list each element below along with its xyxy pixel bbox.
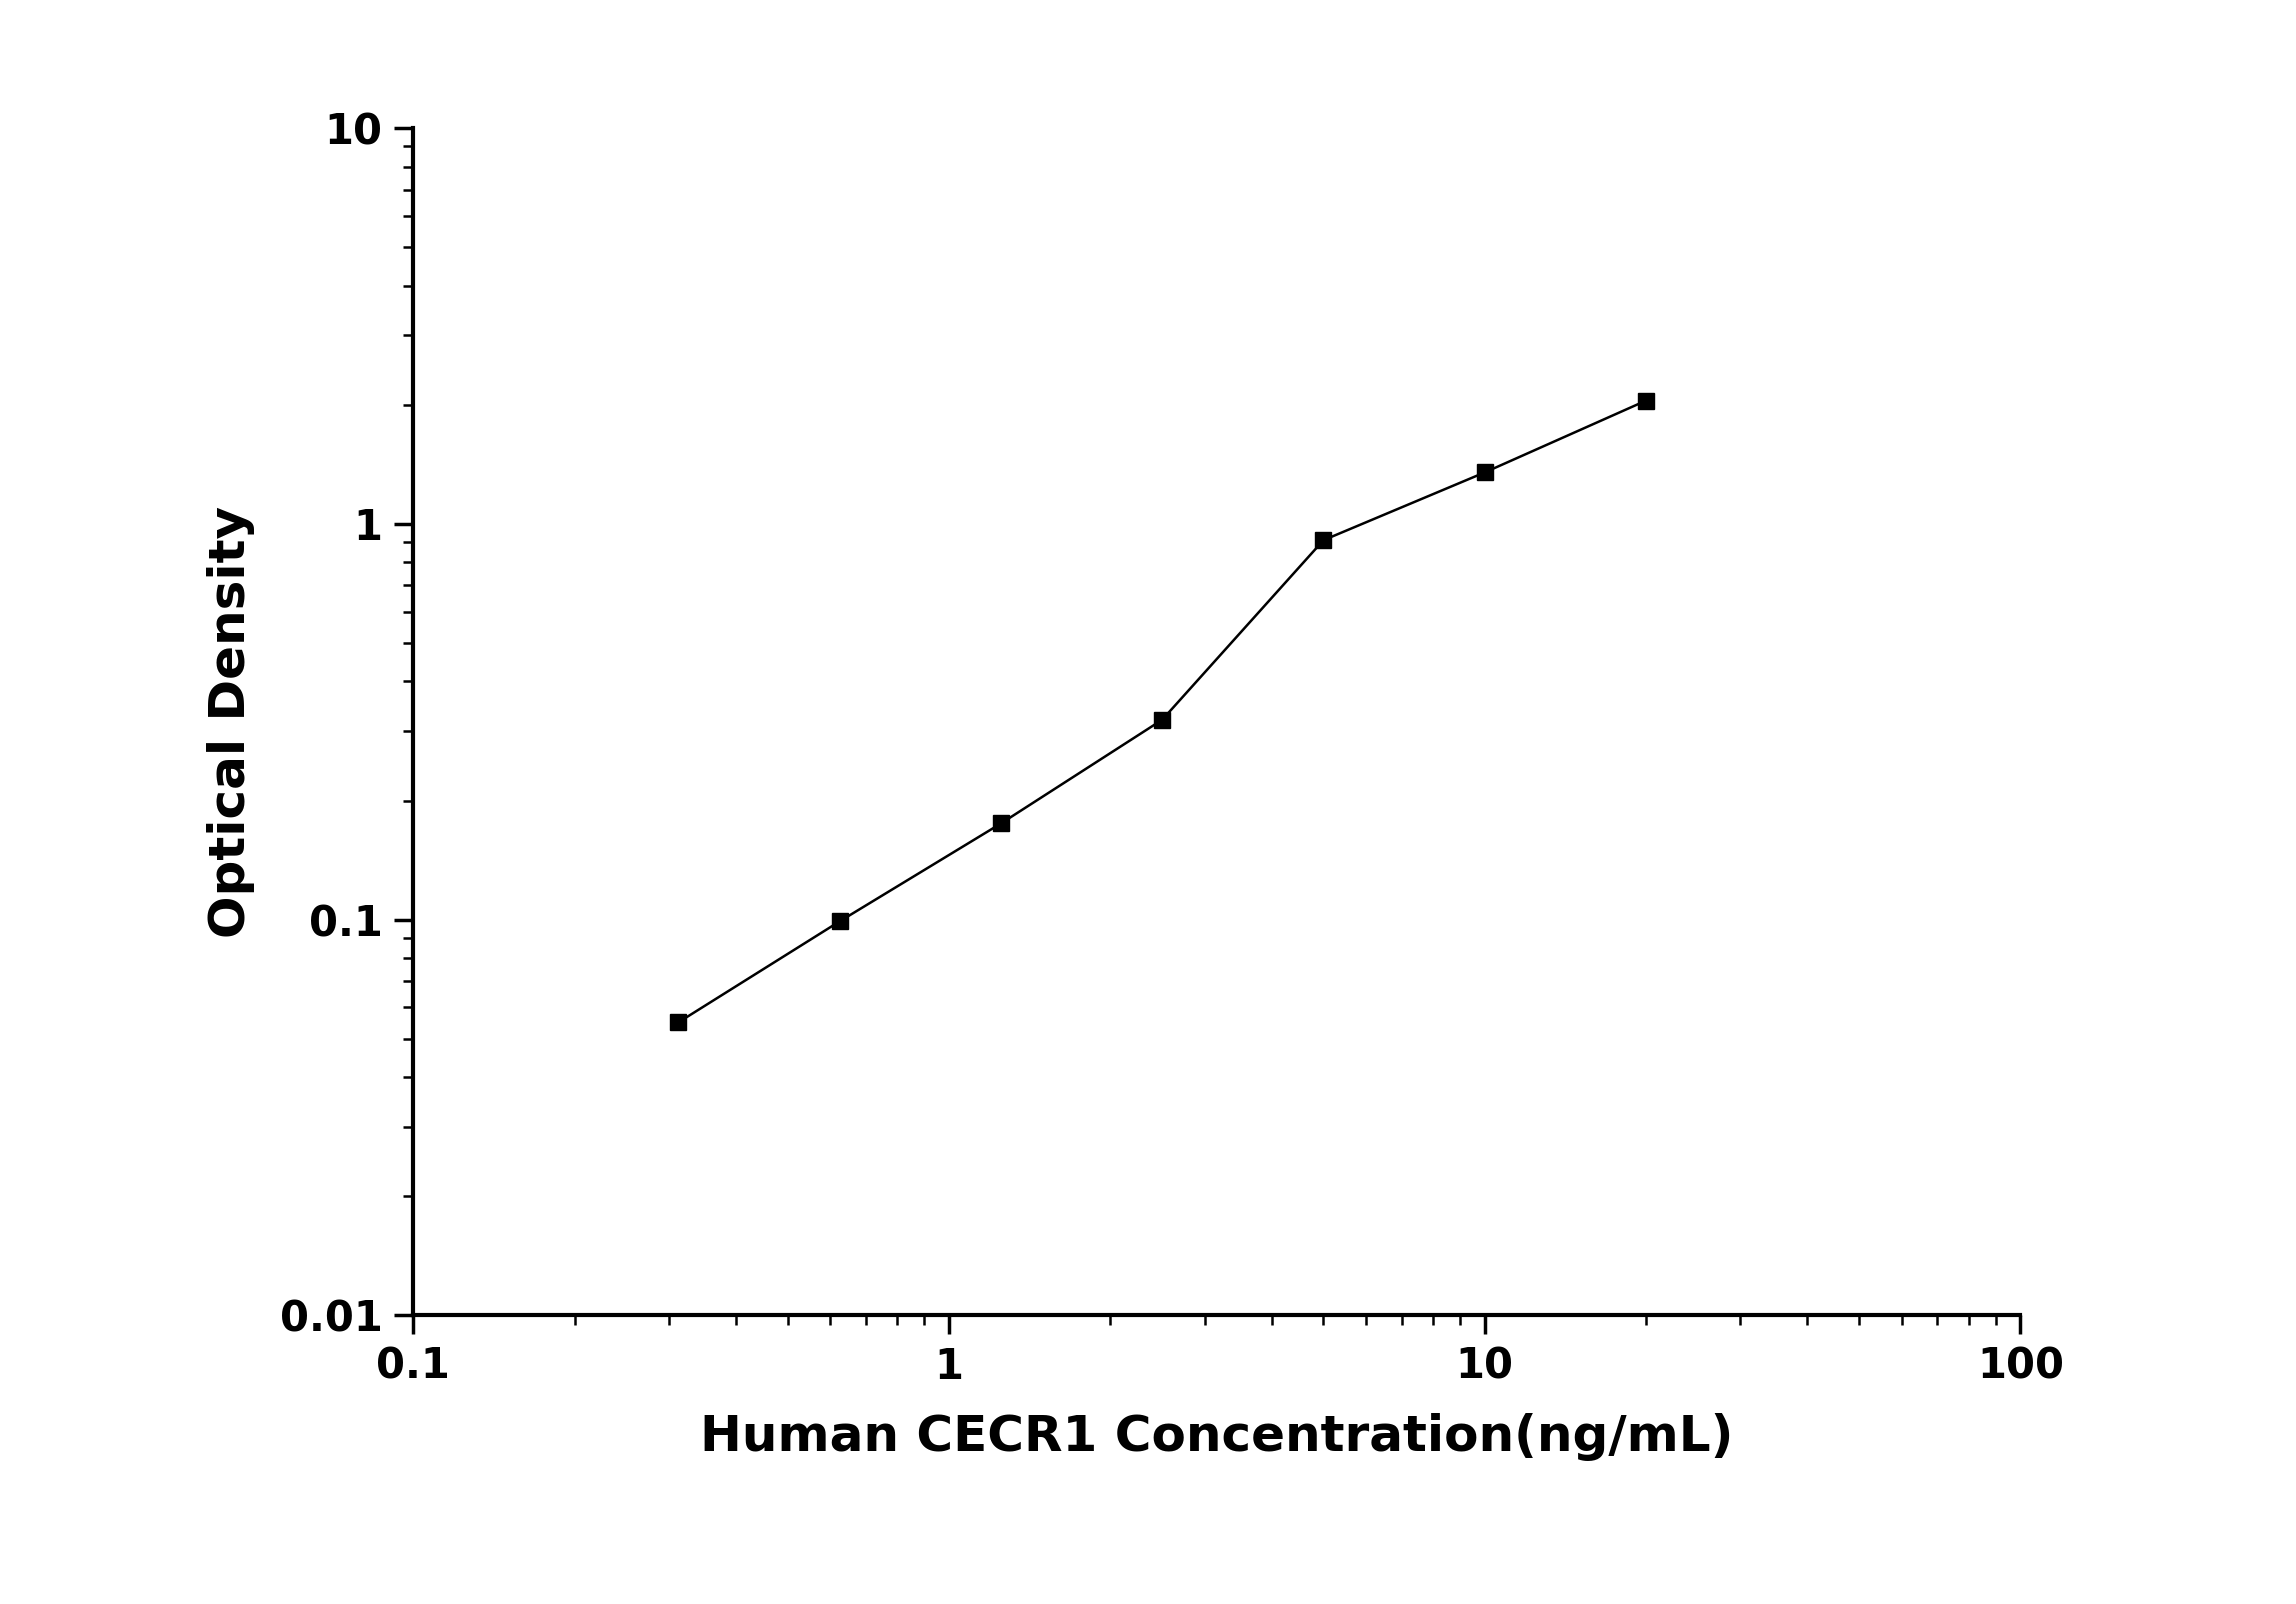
- Y-axis label: Optical Density: Optical Density: [207, 505, 255, 938]
- X-axis label: Human CECR1 Concentration(ng/mL): Human CECR1 Concentration(ng/mL): [700, 1413, 1733, 1461]
